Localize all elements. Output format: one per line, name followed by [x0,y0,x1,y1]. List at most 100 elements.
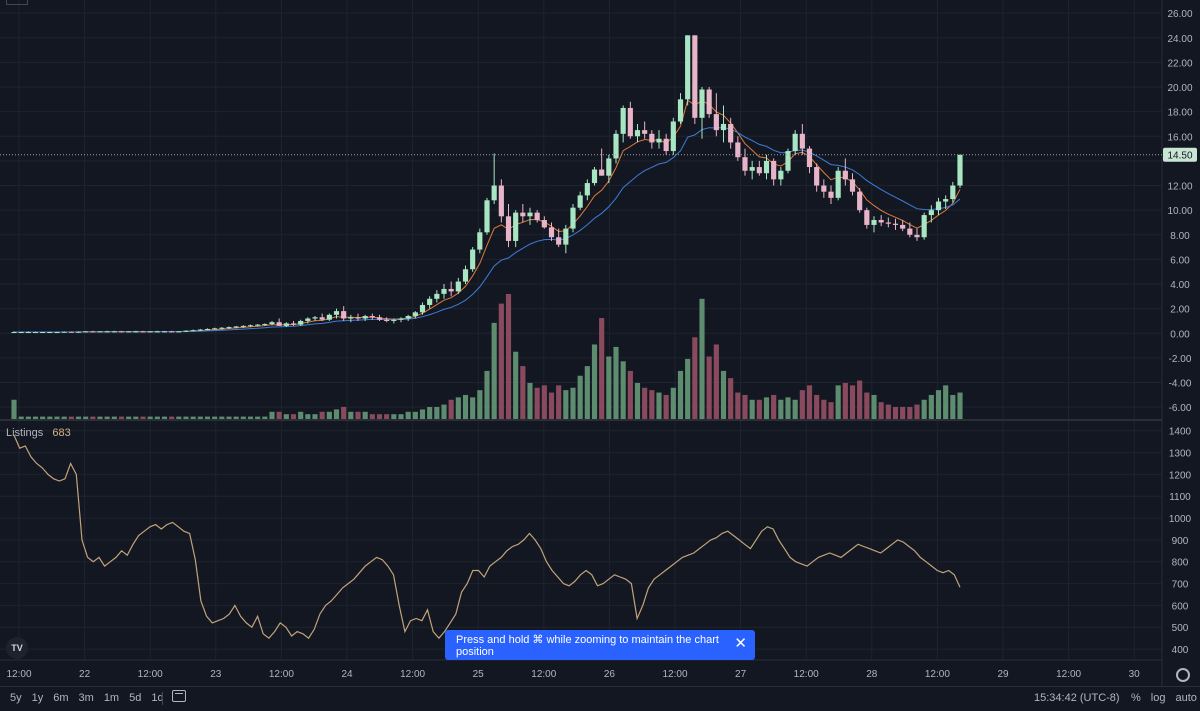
candle-body [534,212,540,221]
volume-bar [204,416,211,419]
percent-scale-toggle[interactable]: % [1131,692,1141,704]
range-5d[interactable]: 5d [129,692,142,704]
volume-bar [376,414,383,419]
candle-body [384,319,390,321]
candle-body [348,317,354,319]
candle-body [584,183,590,196]
candle-body [262,324,268,326]
volume-bar [434,406,440,419]
volume-bar [656,392,662,419]
range-3m[interactable]: 3m [78,692,94,704]
calendar-icon[interactable] [172,690,186,702]
price-axis[interactable]: 26.00 24.00 22.00 20.00 18.00 16.00 12.00 10.00… [1167,9,1192,414]
candle-body [842,170,848,180]
volume-bar [75,416,82,419]
candle-body [857,191,863,211]
candle-body [907,228,913,235]
volume-bar [448,399,454,419]
listings-tick-label: 1400 [1169,427,1192,438]
candle-body [412,312,418,317]
price-tick-label: 2.00 [1170,305,1190,316]
range-1d[interactable]: 1d [151,692,164,704]
volume-bar [577,375,583,419]
volume-bar [806,385,813,419]
candle-body [398,318,404,320]
zoom-hint-toast: Press and hold ⌘ while zooming to mainta… [445,630,755,660]
pane-collapse-button[interactable] [6,0,28,5]
price-tick-label: 18.00 [1167,108,1192,119]
volume-bar [670,387,676,419]
chart-canvas[interactable]: 14.50 26.00 24.00 22.00 20.00 18.00 16.00 12.0… [0,0,1200,686]
time-tick-label: 12:00 [400,669,425,680]
volume-bar [606,356,612,419]
volume-bar [642,387,648,419]
volume-bar [412,411,418,419]
volume-bar [591,344,598,419]
candle-body [32,332,39,334]
volume-bar [90,416,96,419]
candle-body [219,327,225,329]
range-1y[interactable]: 1y [31,692,44,704]
price-tick-label: 12.00 [1167,182,1192,193]
candle-body [950,185,956,200]
listings-line [13,434,961,640]
candle-body [298,320,304,325]
volume-bar [728,378,734,419]
candle-body [111,331,117,333]
candle-body [154,331,160,333]
gear-icon[interactable] [1176,668,1190,682]
candle-body [183,330,189,332]
candle-body [720,123,727,131]
close-icon[interactable]: ✕ [734,635,747,652]
range-5y[interactable]: 5y [10,692,22,704]
volume-bar [950,394,956,419]
candle-body [864,210,870,225]
price-tick-label: 8.00 [1170,231,1190,242]
volume-bar [556,385,562,419]
volume-bar [685,358,691,419]
volume-bar [814,394,820,419]
tradingview-logo[interactable]: TV [6,637,28,659]
candle-body [104,331,110,333]
candle-body [462,269,469,282]
candle-body [90,331,96,333]
auto-scale-toggle[interactable]: auto [1175,692,1197,704]
candle-body [333,311,340,315]
time-tick-label: 23 [210,669,222,680]
listings-axis[interactable]: 1400 1300 1200 1100 1000 900 800 700 600 500 400 [1169,427,1192,656]
candle-body [427,298,433,305]
volume-bar [226,416,232,419]
candle-body [591,169,598,184]
candle-body [520,212,526,217]
volume-bar [183,416,189,419]
range-6m[interactable]: 6m [53,692,69,704]
candle-body [341,311,347,319]
volume-bar [491,322,497,419]
time-tick-label: 12:00 [138,669,163,680]
volume-bar [111,416,117,419]
volume-bar [405,411,411,419]
volume-bar [957,392,963,419]
candle-body [362,316,368,319]
clock: 15:34:42 (UTC-8) [1034,692,1120,704]
candle-body [376,317,383,320]
candle-body [935,201,942,211]
log-scale-toggle[interactable]: log [1150,692,1166,704]
candle-body [355,317,361,319]
volume-bar [348,411,354,419]
time-axis[interactable]: 12:00 22 12:00 23 12:00 24 12:00 25 12:00 26 12:00… [6,669,1140,680]
volume-bar [240,416,246,419]
volume-bar [398,414,404,419]
candle-body [763,160,770,174]
volume-bar [18,416,24,419]
volume-bar [627,370,633,419]
candle-body [814,167,820,186]
candlestick-series [11,35,963,334]
scale-options: % log auto [1131,692,1197,704]
volume-bar [169,416,175,419]
volume-bar [692,337,698,419]
volume-bar [720,370,727,419]
volume-bar [943,385,949,419]
candle-body [312,317,318,319]
range-1m[interactable]: 1m [103,692,120,704]
